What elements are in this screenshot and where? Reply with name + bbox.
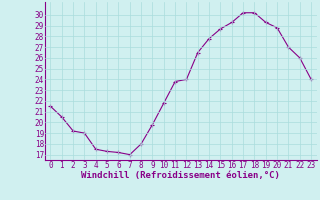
X-axis label: Windchill (Refroidissement éolien,°C): Windchill (Refroidissement éolien,°C)	[81, 171, 280, 180]
